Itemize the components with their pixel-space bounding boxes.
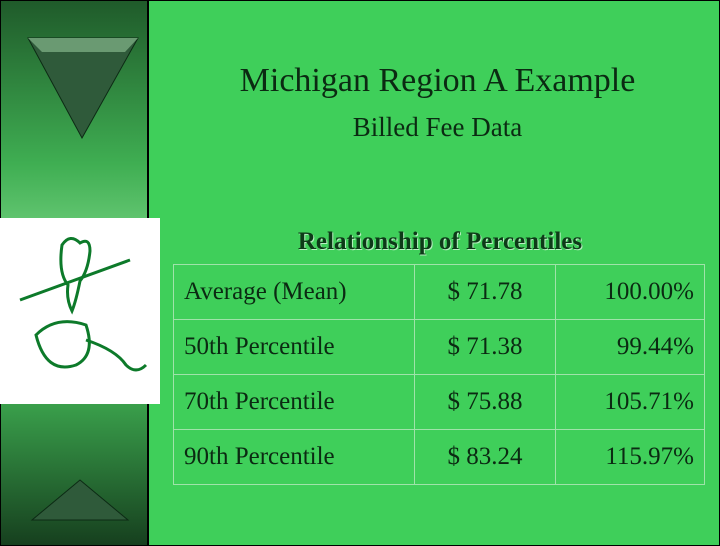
table-cell: $ 75.88 — [414, 374, 556, 430]
table-cell: 105.71% — [555, 374, 705, 430]
title: Michigan Region A Example — [239, 62, 636, 99]
table-cell: 115.97% — [555, 429, 705, 485]
table-cell: 50th Percentile — [173, 319, 415, 375]
table-cell: 100.00% — [555, 264, 705, 320]
table-cell: 70th Percentile — [173, 374, 415, 430]
percentile-table: Average (Mean) $ 71.78 100.00% 50th Percent… — [173, 264, 705, 485]
table-cell: 99.44% — [555, 319, 705, 375]
table-cell: Average (Mean) — [173, 264, 415, 320]
table-title: Relationship of Percentiles — [297, 228, 583, 255]
table-cell: $ 71.38 — [414, 319, 556, 375]
table-row: 70th Percentile $ 75.88 105.71% — [173, 374, 705, 430]
table-cell: $ 71.78 — [414, 264, 556, 320]
table-cell: 90th Percentile — [173, 429, 415, 485]
table-cell: $ 83.24 — [414, 429, 556, 485]
table-row: Average (Mean) $ 71.78 100.00% — [173, 264, 705, 320]
table-row: 50th Percentile $ 71.38 99.44% — [173, 319, 705, 375]
subtitle: Billed Fee Data — [352, 112, 523, 142]
table-row: 90th Percentile $ 83.24 115.97% — [173, 429, 705, 485]
